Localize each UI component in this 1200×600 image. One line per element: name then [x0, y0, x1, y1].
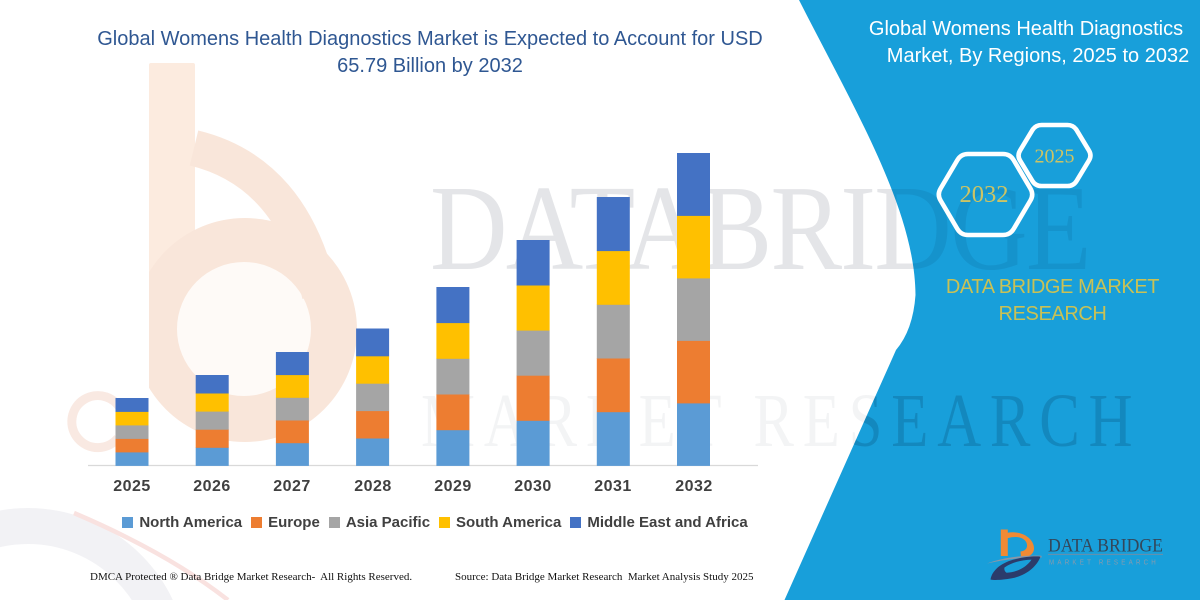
svg-text:DATABRIDGE: DATABRIDGE — [430, 161, 1090, 296]
svg-text:MARKET RESEARCH: MARKET RESEARCH — [1049, 560, 1159, 567]
svg-text:2025: 2025 — [1035, 146, 1075, 168]
svg-text:2032: 2032 — [960, 181, 1009, 208]
svg-text:DATA BRIDGE: DATA BRIDGE — [1048, 537, 1163, 557]
svg-text:MARKET RESEARCH: MARKET RESEARCH — [421, 379, 1141, 463]
